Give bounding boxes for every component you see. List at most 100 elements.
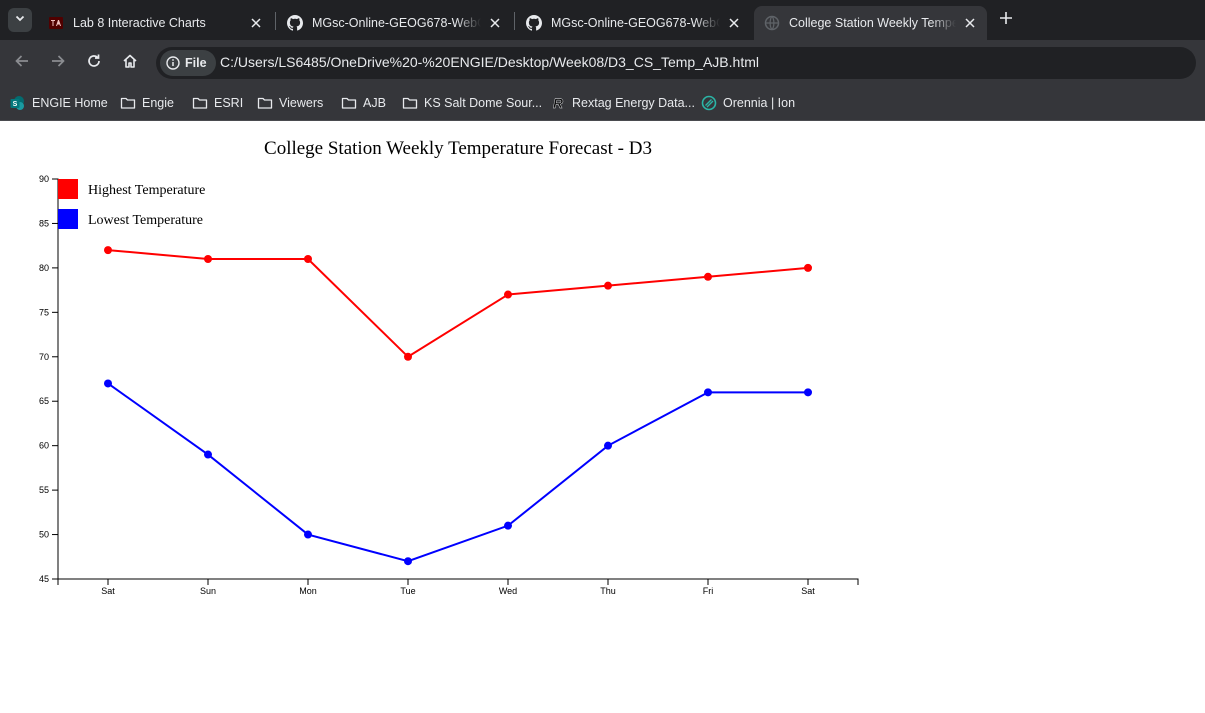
- github-icon: [287, 15, 303, 31]
- legend: Highest Temperature Lowest Temperature: [58, 179, 205, 229]
- close-icon[interactable]: [726, 15, 742, 31]
- tab-search-button[interactable]: [8, 8, 32, 32]
- data-point-high[interactable]: [504, 290, 512, 299]
- bookmarks-bar: S ENGIE Home Engie ESRI Viewers AJB KS S…: [0, 85, 1205, 121]
- data-point-low[interactable]: [804, 388, 812, 397]
- info-icon: [166, 56, 180, 70]
- address-bar[interactable]: File C:/Users/LS6485/OneDrive%20-%20ENGI…: [156, 47, 1196, 79]
- x-tick-label: Wed: [499, 586, 517, 596]
- data-point-low[interactable]: [304, 530, 312, 539]
- bookmark-folder-esri[interactable]: ESRI: [192, 93, 243, 113]
- sharepoint-icon: S: [10, 95, 26, 111]
- globe-icon: [764, 15, 780, 31]
- x-tick-label: Fri: [703, 586, 714, 596]
- tab-strip: Lab 8 Interactive Charts MGsc-Online-GEO…: [0, 0, 1205, 40]
- bookmark-label: AJB: [363, 96, 386, 110]
- y-axis-line: [52, 178, 59, 580]
- y-tick-label: 50: [39, 530, 49, 540]
- x-tick-label: Mon: [299, 586, 317, 596]
- folder-icon: [341, 95, 357, 111]
- tab-github-1[interactable]: MGsc-Online-GEOG678-WebGIS: [277, 6, 512, 40]
- reload-icon: [86, 53, 102, 74]
- x-axis: Sat Sun Mon Tue Wed Thu Fri Sat: [57, 578, 859, 596]
- bookmark-label: ESRI: [214, 96, 244, 110]
- github-icon: [526, 15, 542, 31]
- y-tick-label: 75: [39, 307, 49, 317]
- forward-button[interactable]: [44, 49, 72, 77]
- data-point-high[interactable]: [304, 255, 312, 263]
- bookmark-label: Viewers: [279, 96, 324, 110]
- data-point-low[interactable]: [404, 557, 412, 566]
- data-point-high[interactable]: [604, 281, 612, 290]
- x-tick-label: Thu: [600, 586, 616, 596]
- tamu-icon: [48, 15, 64, 31]
- data-point-low[interactable]: [604, 441, 612, 450]
- close-icon[interactable]: [487, 15, 503, 31]
- data-point-low[interactable]: [504, 521, 512, 530]
- data-point-high[interactable]: [204, 255, 212, 263]
- folder-icon: [192, 95, 208, 111]
- tab-active-forecast[interactable]: College Station Weekly Temperature Forec…: [754, 6, 987, 40]
- bookmark-label: Engie: [142, 96, 174, 110]
- series-low: [104, 379, 812, 566]
- back-button[interactable]: [8, 49, 36, 77]
- series-high: [104, 246, 812, 361]
- data-point-high[interactable]: [804, 263, 812, 272]
- legend-label-low: Lowest Temperature: [88, 213, 203, 228]
- tab-divider: [514, 12, 515, 30]
- bookmark-folder-ks-salt-dome[interactable]: KS Salt Dome Sour...: [402, 93, 542, 113]
- data-point-low[interactable]: [704, 388, 712, 397]
- bookmark-engie-home[interactable]: S ENGIE Home: [10, 93, 108, 113]
- orennia-icon: [701, 95, 717, 111]
- legend-item-high: Highest Temperature: [58, 179, 205, 199]
- y-axis: 45 50 55 60 65 70 75 80 85 90: [39, 174, 59, 584]
- close-icon[interactable]: [248, 15, 264, 31]
- page-content: College Station Weekly Temperature Forec…: [0, 121, 1205, 713]
- arrow-left-icon: [14, 53, 30, 74]
- legend-swatch-high: [58, 179, 78, 199]
- chevron-down-icon: [14, 11, 26, 29]
- tab-divider: [275, 12, 276, 30]
- bookmark-label: Orennia | Ion: [723, 96, 796, 110]
- bookmark-folder-viewers[interactable]: Viewers: [257, 93, 323, 113]
- legend-item-low: Lowest Temperature: [58, 209, 203, 229]
- y-tick-label: 70: [39, 352, 49, 362]
- y-tick-label: 60: [39, 441, 49, 451]
- tab-title: MGsc-Online-GEOG678-WebGIS: [312, 16, 481, 30]
- data-point-high[interactable]: [404, 352, 412, 361]
- rextag-icon: R: [550, 95, 566, 111]
- close-icon[interactable]: [962, 15, 978, 31]
- bookmark-orennia[interactable]: Orennia | Ion: [701, 93, 795, 113]
- url-text[interactable]: C:/Users/LS6485/OneDrive%20-%20ENGIE/Des…: [220, 54, 759, 70]
- reload-button[interactable]: [80, 49, 108, 77]
- bookmark-label: ENGIE Home: [32, 96, 108, 110]
- tab-title: College Station Weekly Temperature Forec…: [789, 16, 956, 30]
- tab-lab8[interactable]: Lab 8 Interactive Charts: [38, 6, 273, 40]
- y-tick-label: 90: [39, 174, 49, 184]
- series-layer: [104, 246, 812, 566]
- new-tab-button[interactable]: [995, 9, 1017, 31]
- home-button[interactable]: [116, 49, 144, 77]
- legend-label-high: Highest Temperature: [88, 183, 205, 198]
- legend-swatch-low: [58, 209, 78, 229]
- folder-icon: [257, 95, 273, 111]
- site-info-chip[interactable]: File: [160, 50, 216, 76]
- data-point-high[interactable]: [704, 272, 712, 281]
- data-point-low[interactable]: [204, 450, 212, 459]
- x-tick-label: Sat: [101, 586, 115, 596]
- tab-github-2[interactable]: MGsc-Online-GEOG678-WebGIS: [516, 6, 751, 40]
- series-line-high: [107, 249, 809, 359]
- y-tick-label: 85: [39, 218, 49, 228]
- bookmark-folder-engie[interactable]: Engie: [120, 93, 174, 113]
- data-point-low[interactable]: [104, 379, 112, 388]
- data-point-high[interactable]: [104, 246, 112, 255]
- home-icon: [122, 53, 138, 74]
- x-tick-label: Sun: [200, 586, 216, 596]
- bookmark-rextag[interactable]: R Rextag Energy Data...: [550, 93, 695, 113]
- bookmark-folder-ajb[interactable]: AJB: [341, 93, 386, 113]
- y-tick-label: 55: [39, 485, 49, 495]
- y-tick-label: 80: [39, 263, 49, 273]
- tab-title: MGsc-Online-GEOG678-WebGIS: [551, 16, 720, 30]
- arrow-right-icon: [50, 53, 66, 74]
- bookmark-label: Rextag Energy Data...: [572, 96, 695, 110]
